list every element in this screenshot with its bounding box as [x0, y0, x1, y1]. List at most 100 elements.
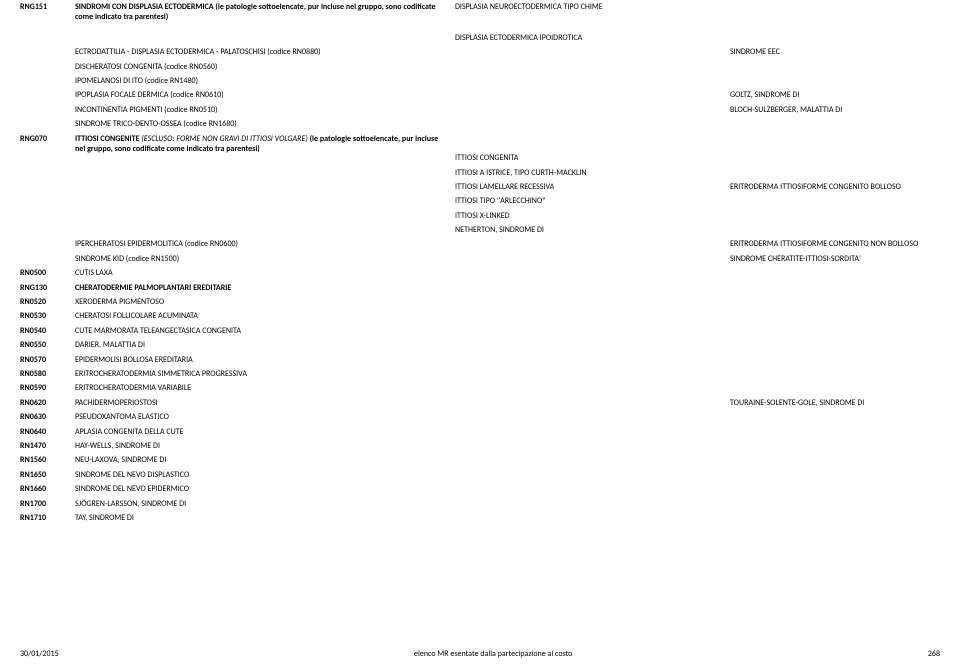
row-col1: [75, 31, 455, 35]
row-col2: [455, 324, 730, 328]
row-col3: [730, 324, 940, 328]
row-col2: [455, 410, 730, 414]
row-col1: PACHIDERMOPERIOSTOSI: [75, 396, 455, 410]
row-col2: DISPLASIA NEUROECTODERMICA TIPO CHIME: [455, 0, 730, 14]
row-col3: [730, 497, 940, 501]
table: RNG151SINDROMI CON DISPLASIA ECTODERMICA…: [20, 0, 940, 525]
row-col1: ITTIOSI CONGENITE (ESCLUSO: FORME NON GR…: [75, 132, 455, 163]
row-col3: GOLTZ, SINDROME DI: [730, 88, 940, 102]
table-row: RN1660SINDROME DEL NEVO EPIDERMICO: [20, 482, 940, 496]
row-col2: [455, 453, 730, 457]
row-col1: CUTE MARMORATA TELEANGECTASICA CONGENITA: [75, 324, 455, 338]
table-row: RN0620PACHIDERMOPERIOSTOSITOURAINE-SOLEN…: [20, 396, 940, 410]
row-col1: TAY, SINDROME DI: [75, 511, 455, 525]
row-col3: [730, 353, 940, 357]
row-col3: [730, 367, 940, 371]
table-row: IPOMELANOSI DI ITO (codice RN1480): [20, 74, 940, 88]
row-col2: [455, 295, 730, 299]
row-code: [20, 88, 75, 90]
row-code: RN0540: [20, 324, 75, 336]
row-col1: DISCHERATOSI CONGENITA (codice RN0560): [75, 60, 455, 74]
row-col3: [730, 194, 940, 198]
row-col3: [730, 309, 940, 313]
row-col2: [455, 511, 730, 515]
table-row: IPERCHERATOSI EPIDERMOLITICA (codice RN0…: [20, 237, 940, 251]
row-col3: [730, 482, 940, 486]
row-col1: XERODERMA PIGMENTOSO: [75, 295, 455, 309]
row-col3: [730, 209, 940, 213]
row-col3: [730, 410, 940, 414]
table-row: RN0550DARIER, MALATTIA DI: [20, 338, 940, 352]
row-col1: EPIDERMOLISI BOLLOSA EREDITARIA: [75, 353, 455, 367]
row-code: [20, 45, 75, 47]
row-col1: APLASIA CONGENITA DELLA CUTE: [75, 425, 455, 439]
row-code: [20, 117, 75, 119]
table-row: RN1710TAY, SINDROME DI: [20, 511, 940, 525]
row-code: [20, 166, 75, 168]
row-col2: [455, 252, 730, 256]
row-col1: SINDROME TRICO-DENTO-OSSEA (codice RN168…: [75, 117, 455, 131]
row-col3: [730, 117, 940, 121]
row-col3: [730, 295, 940, 299]
row-code: RN1700: [20, 497, 75, 509]
row-code: [20, 252, 75, 254]
row-col3: SINDROME CHERATITE-ITTIOSI-SORDITA': [730, 252, 940, 266]
row-col2: [455, 45, 730, 49]
row-col3: [730, 468, 940, 472]
row-col2: ITTIOSI TIPO "ARLECCHINO": [455, 194, 730, 208]
row-code: RN1470: [20, 439, 75, 451]
row-col2: [455, 74, 730, 78]
row-col2: [455, 425, 730, 429]
row-code: RN0530: [20, 309, 75, 321]
row-col1: ERITROCHERATODERMIA SIMMETRICA PROGRESSI…: [75, 367, 455, 381]
row-col3: [730, 132, 940, 136]
row-code: RN1650: [20, 468, 75, 480]
row-col2: [455, 338, 730, 342]
row-col1: SINDROME DEL NEVO DISPLASTICO: [75, 468, 455, 482]
row-code: RN0570: [20, 353, 75, 365]
row-col2: [455, 237, 730, 241]
row-code: [20, 237, 75, 239]
table-row: ECTRODATTILIA - DISPLASIA ECTODERMICA - …: [20, 45, 940, 59]
row-col2: ITTIOSI LAMELLARE RECESSIVA: [455, 180, 730, 194]
row-col1: HAY-WELLS, SINDROME DI: [75, 439, 455, 453]
table-row: INCONTINENTIA PIGMENTI (codice RN0510)BL…: [20, 103, 940, 117]
table-row: RN1560NEU-LAXOVA, SINDROME DI: [20, 453, 940, 467]
row-code: RN0620: [20, 396, 75, 408]
row-code: [20, 103, 75, 105]
row-code: RN0520: [20, 295, 75, 307]
row-col1: SINDROME KID (codice RN1500): [75, 252, 455, 266]
row-code: RN0580: [20, 367, 75, 379]
row-col1: SINDROMI CON DISPLASIA ECTODERMICA (le p…: [75, 0, 455, 31]
row-col2: [455, 367, 730, 371]
row-code: [20, 74, 75, 76]
row-col3: [730, 511, 940, 515]
table-row: RN0540CUTE MARMORATA TELEANGECTASICA CON…: [20, 324, 940, 338]
table-row: RN0640APLASIA CONGENITA DELLA CUTE: [20, 425, 940, 439]
footer: 30/01/2015 elenco MR esentate dalla part…: [20, 649, 940, 659]
table-row: DISCHERATOSI CONGENITA (codice RN0560): [20, 60, 940, 74]
row-col1: IPERCHERATOSI EPIDERMOLITICA (codice RN0…: [75, 237, 455, 251]
row-col1: SJÖGREN-LARSSON, SINDROME DI: [75, 497, 455, 511]
footer-title: elenco MR esentate dalla partecipazione …: [414, 649, 572, 659]
row-code: [20, 223, 75, 225]
row-col1: CUTIS LAXA: [75, 266, 455, 280]
row-col1: [75, 180, 455, 184]
table-row: RNG151SINDROMI CON DISPLASIA ECTODERMICA…: [20, 0, 940, 31]
row-code: RN1660: [20, 482, 75, 494]
table-row: ITTIOSI X-LINKED: [20, 209, 940, 223]
row-code: RNG070: [20, 132, 75, 144]
table-row: IPOPLASIA FOCALE DERMICA (codice RN0610)…: [20, 88, 940, 102]
row-col2: [455, 396, 730, 400]
row-code: RN1710: [20, 511, 75, 523]
row-code: RN0550: [20, 338, 75, 350]
table-row: RN0520XERODERMA PIGMENTOSO: [20, 295, 940, 309]
row-col2: [455, 353, 730, 357]
table-row: RN1700SJÖGREN-LARSSON, SINDROME DI: [20, 497, 940, 511]
row-col2: [455, 309, 730, 313]
table-row: RN0570EPIDERMOLISI BOLLOSA EREDITARIA: [20, 353, 940, 367]
row-col1: INCONTINENTIA PIGMENTI (codice RN0510): [75, 103, 455, 117]
row-col2: [455, 281, 730, 285]
footer-date: 30/01/2015: [20, 649, 59, 659]
table-row: SINDROME KID (codice RN1500) SINDROME CHE…: [20, 252, 940, 266]
